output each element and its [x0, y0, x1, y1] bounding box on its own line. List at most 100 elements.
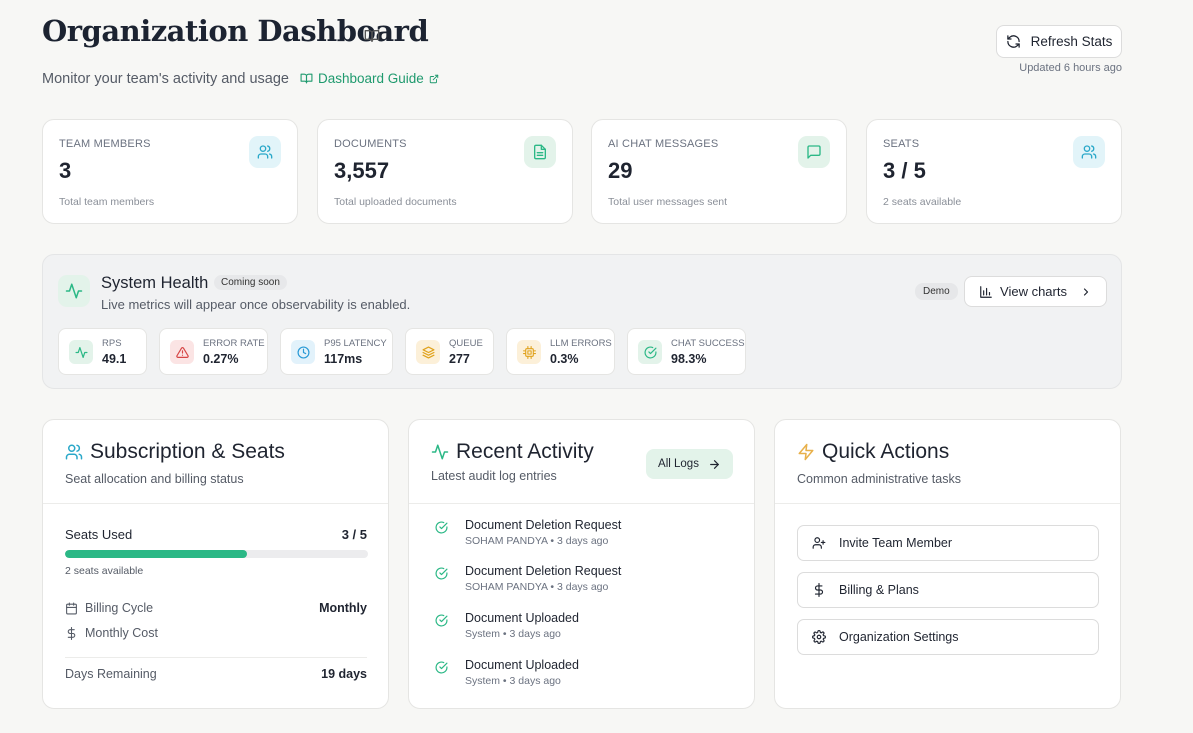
- page-subtitle: Monitor your team's activity and usage: [42, 71, 289, 87]
- panel-header: Quick Actions Common administrative task…: [775, 420, 1120, 504]
- stat-subtext: Total uploaded documents: [334, 196, 457, 208]
- refresh-stats-button[interactable]: Refresh Stats: [996, 25, 1122, 58]
- activity-title: Document Deletion Request: [465, 518, 622, 532]
- days-remaining-row: Days Remaining: [65, 667, 157, 681]
- refresh-icon: [1006, 34, 1021, 49]
- page-title: Organization Dashboard: [42, 14, 429, 48]
- metric-value: 98.3%: [671, 352, 707, 366]
- all-logs-button[interactable]: All Logs: [646, 449, 733, 479]
- metric-value: 117ms: [324, 352, 363, 366]
- stat-label: SEATS: [883, 138, 920, 150]
- metric-value: 0.27%: [203, 352, 239, 366]
- activity-meta: System • 3 days ago: [465, 628, 561, 640]
- organization-settings-button[interactable]: Organization Settings: [797, 619, 1099, 655]
- stat-value: 3: [59, 158, 72, 183]
- refresh-stats-label: Refresh Stats: [1030, 34, 1113, 49]
- metric-value: 0.3%: [550, 352, 579, 366]
- chevron-right-icon: [1080, 286, 1092, 298]
- recent-activity-panel: Recent Activity Latest audit log entries…: [408, 419, 755, 709]
- user-plus-icon: [812, 536, 826, 550]
- layers-icon: [416, 340, 440, 364]
- panel-header: Recent Activity Latest audit log entries…: [409, 420, 754, 504]
- view-charts-label: View charts: [1000, 284, 1067, 299]
- users-icon: [65, 443, 83, 461]
- all-logs-label: All Logs: [658, 458, 699, 470]
- seats-progress-fill: [65, 550, 247, 558]
- system-health-description: Live metrics will appear once observabil…: [101, 297, 411, 312]
- metric-label: P95 LATENCY: [324, 338, 387, 349]
- quick-actions-title-text: Quick Actions: [822, 440, 950, 463]
- bar-chart-icon: [979, 285, 993, 299]
- check-circle-icon: [435, 614, 448, 627]
- users-icon: [249, 136, 281, 168]
- metric-label: RPS: [102, 338, 122, 349]
- activity-meta: SOHAM PANDYA • 3 days ago: [465, 581, 609, 593]
- seats-available-text: 2 seats available: [65, 565, 144, 577]
- stat-subtext: Total user messages sent: [608, 196, 728, 208]
- subscription-panel: Subscription & Seats Seat allocation and…: [42, 419, 389, 709]
- dashboard-guide-label: Dashboard Guide: [318, 71, 424, 86]
- dollar-icon: [812, 583, 826, 597]
- check-circle-icon: [638, 340, 662, 364]
- panel-header: Subscription & Seats Seat allocation and…: [43, 420, 388, 504]
- monthly-cost-label: Monthly Cost: [85, 626, 158, 640]
- calendar-icon: [65, 602, 78, 615]
- days-remaining-value: 19 days: [321, 667, 367, 681]
- lightning-icon: [797, 443, 815, 461]
- stat-subtext: Total team members: [59, 196, 155, 208]
- metric-llm-errors: LLM ERRORS 0.3%: [506, 328, 615, 375]
- activity-meta: System • 3 days ago: [465, 675, 561, 687]
- book-icon[interactable]: [364, 28, 380, 44]
- check-circle-icon: [435, 661, 448, 674]
- billing-plans-button[interactable]: Billing & Plans: [797, 572, 1099, 608]
- warning-icon: [170, 340, 194, 364]
- updated-timestamp: Updated 6 hours ago: [1019, 62, 1122, 74]
- clock-icon: [291, 340, 315, 364]
- billing-plans-label: Billing & Plans: [839, 583, 919, 597]
- stat-label: TEAM MEMBERS: [59, 138, 151, 150]
- stat-label: AI CHAT MESSAGES: [608, 138, 719, 150]
- stat-card-ai-chat-messages: AI CHAT MESSAGES 29 Total user messages …: [591, 119, 847, 224]
- users-icon: [1073, 136, 1105, 168]
- activity-icon: [431, 443, 449, 461]
- billing-cycle-value: Monthly: [319, 601, 367, 615]
- monthly-cost-row: Monthly Cost: [65, 626, 158, 640]
- metric-error-rate: ERROR RATE 0.27%: [159, 328, 268, 375]
- chip-icon: [517, 340, 541, 364]
- invite-team-member-button[interactable]: Invite Team Member: [797, 525, 1099, 561]
- gear-icon: [812, 630, 826, 644]
- activity-icon: [58, 275, 90, 307]
- activity-meta: SOHAM PANDYA • 3 days ago: [465, 535, 609, 547]
- dashboard-guide-link[interactable]: Dashboard Guide: [300, 71, 439, 86]
- seats-used-value: 3 / 5: [341, 527, 367, 542]
- metric-value: 49.1: [102, 352, 127, 366]
- metric-label: LLM ERRORS: [550, 338, 612, 349]
- recent-activity-title: Recent Activity: [431, 440, 594, 464]
- days-remaining-label: Days Remaining: [65, 667, 157, 681]
- quick-actions-description: Common administrative tasks: [797, 472, 961, 486]
- invite-team-member-label: Invite Team Member: [839, 536, 953, 550]
- system-health-panel: System Health Coming soon Live metrics w…: [42, 254, 1122, 389]
- subscription-title-text: Subscription & Seats: [90, 440, 285, 463]
- metric-rps: RPS 49.1: [58, 328, 147, 375]
- metric-label: ERROR RATE: [203, 338, 265, 349]
- metric-p95-latency: P95 LATENCY 117ms: [280, 328, 393, 375]
- system-health-title: System Health: [101, 274, 209, 292]
- book-icon: [300, 72, 313, 85]
- check-circle-icon: [435, 567, 448, 580]
- activity-title: Document Uploaded: [465, 611, 579, 625]
- stat-value: 29: [608, 158, 633, 183]
- metric-label: QUEUE: [449, 338, 483, 349]
- quick-actions-title: Quick Actions: [797, 440, 949, 464]
- activity-title: Document Uploaded: [465, 658, 579, 672]
- external-link-icon: [429, 74, 439, 84]
- subscription-title: Subscription & Seats: [65, 440, 285, 464]
- metric-chat-success: CHAT SUCCESS 98.3%: [627, 328, 746, 375]
- quick-actions-panel: Quick Actions Common administrative task…: [774, 419, 1121, 709]
- billing-cycle-label: Billing Cycle: [85, 601, 154, 615]
- metric-label: CHAT SUCCESS: [671, 338, 745, 349]
- metric-queue: QUEUE 277: [405, 328, 494, 375]
- organization-settings-label: Organization Settings: [839, 630, 959, 644]
- recent-activity-description: Latest audit log entries: [431, 469, 557, 483]
- view-charts-button[interactable]: View charts: [964, 276, 1107, 307]
